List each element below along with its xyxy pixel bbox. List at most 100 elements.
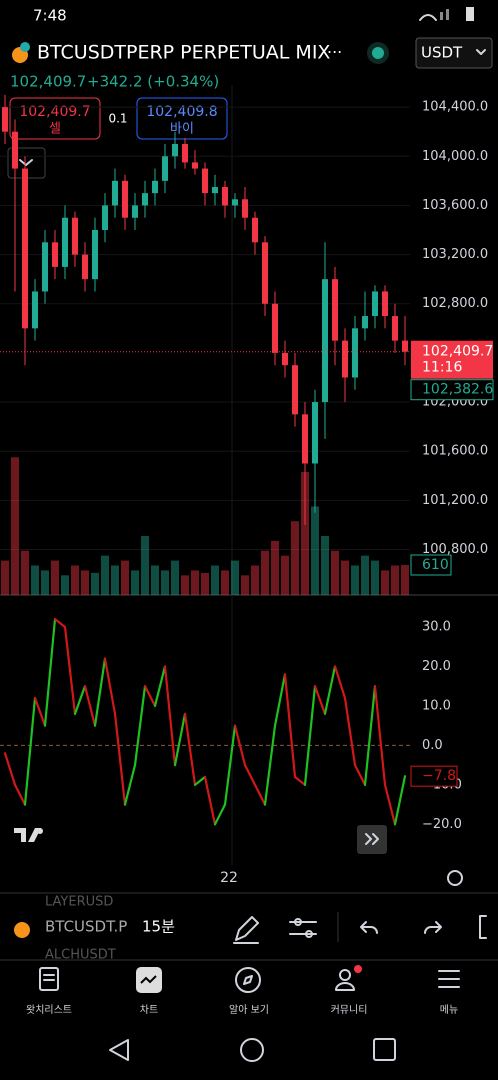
scroll-right-button[interactable]: [357, 825, 387, 854]
candle-body: [152, 180, 158, 194]
volume-bar: [21, 550, 29, 595]
osc-segment: [43, 617, 57, 727]
interval[interactable]: 15분: [142, 918, 175, 936]
volume-bar: [91, 572, 99, 595]
osc-segment: [323, 665, 337, 715]
candle-body: [192, 162, 198, 169]
nav-label[interactable]: 알아 보기: [229, 1004, 269, 1016]
volume-bar: [141, 535, 149, 595]
volume-bar: [331, 550, 339, 595]
volume-bar: [241, 575, 249, 595]
volume-bar: [291, 521, 299, 595]
y-tick-label: 100,800.0: [422, 542, 488, 557]
candle-body: [92, 230, 98, 280]
sell-button[interactable]: [9, 97, 101, 140]
toolbar-icons[interactable]: [233, 912, 487, 944]
osc-segment: [93, 657, 107, 727]
volume-bar: [101, 555, 109, 595]
osc-segment: [203, 775, 217, 826]
osc-segment: [163, 665, 177, 767]
volume-bar: [151, 565, 159, 595]
volume-bar: [371, 560, 379, 595]
candle-body: [272, 303, 278, 353]
osc-segment: [23, 696, 37, 806]
candle-body: [62, 217, 68, 267]
ghost-symbol: ALCHUSDT: [45, 948, 116, 963]
candle-body: [332, 279, 338, 341]
candle-body: [292, 365, 298, 415]
osc-segment: [263, 724, 277, 806]
toolbar-symbol[interactable]: BTCUSDT.P: [45, 918, 127, 936]
osc-segment: [283, 673, 297, 779]
nav-label[interactable]: 메뉴: [440, 1004, 458, 1016]
osc-segment: [133, 685, 147, 767]
nav-label[interactable]: 왓치리스트: [26, 1004, 72, 1016]
volume-bar: [231, 560, 239, 595]
currency-select[interactable]: [415, 37, 493, 69]
candle-body: [322, 279, 328, 403]
android-nav[interactable]: [109, 1038, 396, 1062]
volume-bar: [381, 570, 389, 595]
candle-body: [352, 328, 358, 378]
candle-body: [122, 180, 128, 218]
volume-bar: [271, 540, 279, 595]
status-dot: [372, 47, 384, 59]
sell-price: 102,409.7: [19, 104, 90, 120]
settings-icon[interactable]: [447, 870, 463, 886]
candle-body: [172, 143, 178, 157]
osc-segment: [63, 625, 77, 715]
y-tick-label: 104,000.0: [422, 149, 488, 164]
osc-segment: [213, 803, 227, 826]
volume-bar: [71, 565, 79, 595]
candle-body: [22, 168, 28, 329]
volume-bar: [171, 560, 179, 595]
mark-price-box: [410, 379, 494, 401]
candle-body: [252, 217, 258, 243]
osc-segment: [393, 775, 407, 826]
buy-button[interactable]: [136, 97, 228, 140]
candle-body: [312, 402, 318, 464]
volume-bar: [61, 575, 69, 595]
coin-icon: [14, 922, 30, 938]
osc-segment: [293, 775, 307, 786]
y-tick-label: 103,600.0: [422, 198, 488, 213]
volume-bar: [221, 570, 229, 595]
osc-segment: [103, 657, 117, 715]
more[interactable]: ···: [327, 43, 342, 62]
candle-body: [102, 205, 108, 231]
y-tick-label: 20.0: [422, 659, 451, 674]
volume-box: [410, 554, 452, 576]
mark-price-label: 102,382.6: [422, 382, 493, 398]
ghost-symbol: LAYERUSD: [45, 895, 113, 910]
candle-body: [162, 156, 168, 181]
symbol-title[interactable]: BTCUSDTPERP PERPETUAL MIX: [37, 42, 330, 64]
osc-segment: [363, 685, 377, 786]
last-value-label: −7.8: [422, 768, 456, 784]
nav-label[interactable]: 커뮤니티: [331, 1004, 368, 1016]
candle-body: [212, 187, 218, 194]
volume-bar: [321, 535, 329, 595]
y-tick-label: 10.0: [422, 698, 451, 713]
y-tick-label: 104,400.0: [422, 100, 488, 115]
volume-bar: [401, 565, 409, 595]
last-price-label: 102,409.7: [422, 344, 493, 360]
last-price-box: [411, 340, 493, 379]
status-icons: [419, 7, 474, 21]
candle-body: [132, 205, 138, 218]
volume-bar: [41, 570, 49, 595]
last-price: 102,409.7: [10, 73, 86, 91]
price-change: +342.2 (+0.34%): [87, 73, 219, 91]
candle-body: [382, 291, 388, 317]
osc-segment: [383, 783, 397, 826]
volume-bar: [301, 472, 309, 595]
osc-segment: [53, 617, 67, 629]
buy-label: 바이: [170, 122, 194, 137]
candle-body: [362, 316, 368, 329]
osc-segment: [193, 775, 207, 786]
nav-label[interactable]: 차트: [140, 1004, 158, 1016]
osc-segment: [353, 764, 367, 786]
countdown: 11:16: [422, 360, 462, 376]
osc-segment: [233, 724, 247, 767]
osc-segment: [83, 685, 97, 727]
